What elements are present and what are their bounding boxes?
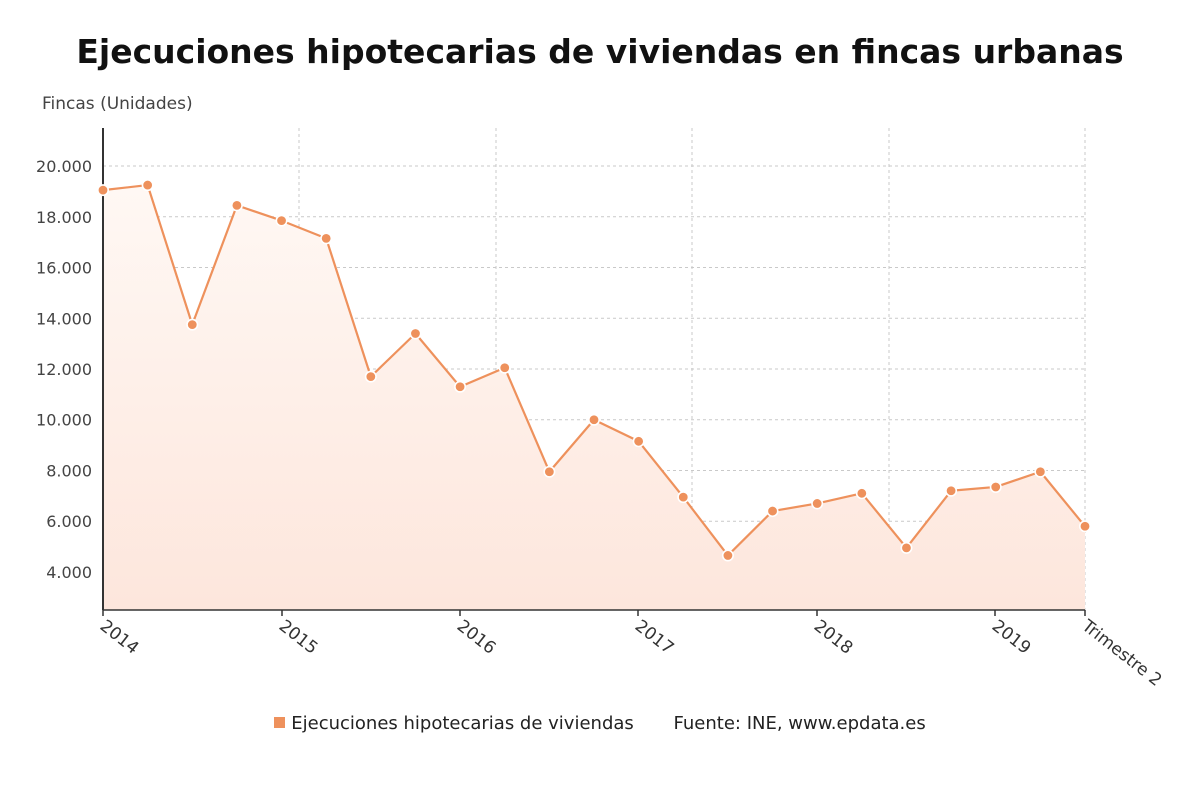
y-tick-label: 6.000 <box>46 512 92 531</box>
x-tick-label: 2019 <box>988 616 1034 658</box>
data-point <box>766 505 779 518</box>
y-axis-label: Fincas (Unidades) <box>42 94 193 114</box>
data-point <box>409 327 422 340</box>
x-tick-label: 2015 <box>275 616 321 658</box>
chart-title: Ejecuciones hipotecarias de viviendas en… <box>76 32 1124 71</box>
data-point <box>364 370 377 383</box>
source-note: Fuente: INE, www.epdata.es <box>673 712 926 734</box>
data-point <box>989 480 1002 493</box>
data-point <box>900 541 913 554</box>
data-point <box>677 491 690 504</box>
data-point <box>186 318 199 331</box>
y-tick-label: 12.000 <box>36 360 92 379</box>
data-point <box>855 487 868 500</box>
data-point <box>1034 465 1047 478</box>
y-tick-label: 14.000 <box>36 309 92 328</box>
x-tick-label: 2017 <box>631 616 677 658</box>
legend: Ejecuciones hipotecarias de viviendas Fu… <box>0 712 1200 734</box>
y-tick-label: 8.000 <box>46 461 92 480</box>
data-point <box>320 232 333 245</box>
legend-label: Ejecuciones hipotecarias de viviendas <box>291 712 634 734</box>
data-point <box>811 497 824 510</box>
data-point <box>275 214 288 227</box>
x-tick-label: 2016 <box>453 616 499 658</box>
y-tick-label: 18.000 <box>36 208 92 227</box>
data-point <box>721 549 734 562</box>
data-point <box>141 179 154 192</box>
legend-swatch <box>274 717 286 728</box>
legend-item[interactable]: Ejecuciones hipotecarias de viviendas <box>274 713 634 734</box>
data-point <box>97 184 110 197</box>
y-tick-label: 20.000 <box>36 157 92 176</box>
data-point <box>945 484 958 497</box>
data-point <box>632 435 645 448</box>
x-tick-label: Trimestre 2 <box>1077 616 1165 691</box>
x-tick-label: 2014 <box>96 616 142 658</box>
y-tick-label: 10.000 <box>36 411 92 430</box>
data-point <box>543 465 556 478</box>
y-tick-label: 16.000 <box>36 259 92 278</box>
y-tick-label: 4.000 <box>46 563 92 582</box>
data-point <box>1079 520 1092 533</box>
data-point <box>454 380 467 393</box>
series-area <box>103 185 1085 610</box>
data-point <box>498 361 511 374</box>
x-tick-label: 2018 <box>810 616 856 658</box>
data-point <box>587 413 600 426</box>
data-point <box>230 199 243 212</box>
